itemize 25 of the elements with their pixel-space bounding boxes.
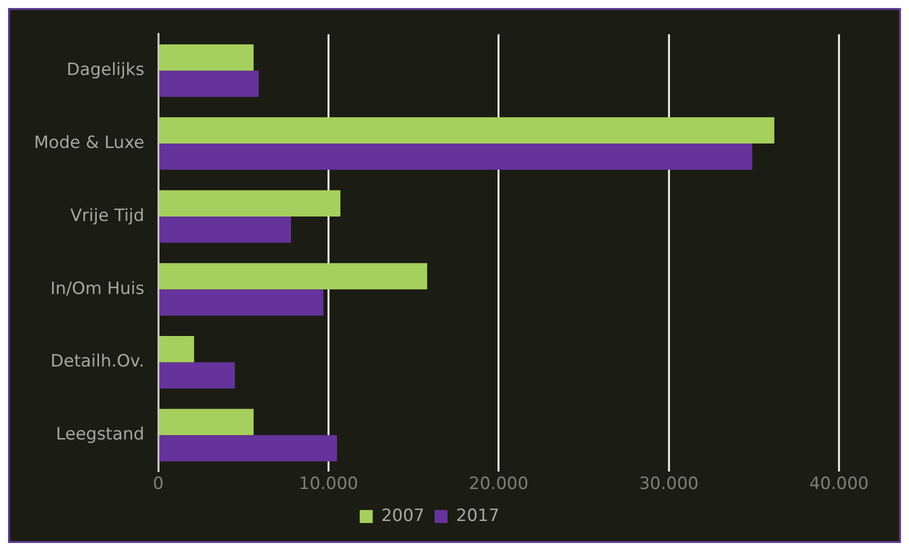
bar: [159, 408, 254, 436]
bar: [159, 144, 752, 170]
bar: [159, 435, 338, 462]
x-tick-label: 20.000: [468, 474, 528, 494]
y-tick-label: Dagelijks: [66, 60, 144, 80]
y-tick-label: Detailh.Ov.: [50, 352, 144, 372]
bar: [159, 70, 259, 97]
bar: [159, 289, 324, 316]
y-tick-label: In/Om Huis: [50, 278, 144, 299]
legend-label: 2007: [381, 506, 424, 526]
x-tick-label: 30.000: [639, 474, 699, 494]
bar: [159, 263, 428, 290]
x-tick-label: 40.000: [809, 474, 869, 494]
bar: [159, 44, 254, 71]
bar: [159, 216, 292, 243]
y-tick-label: Vrije Tijd: [70, 206, 144, 226]
bar: [159, 336, 194, 362]
x-tick-label: 0: [152, 474, 164, 494]
y-tick-label: Leegstand: [56, 424, 144, 445]
y-tick-label: Mode & Luxe: [34, 132, 144, 153]
legend-label: 2017: [456, 506, 500, 526]
bar: [159, 117, 774, 144]
bar: [159, 362, 235, 388]
x-tick-label: 10.000: [298, 474, 358, 494]
bar: [159, 190, 340, 216]
